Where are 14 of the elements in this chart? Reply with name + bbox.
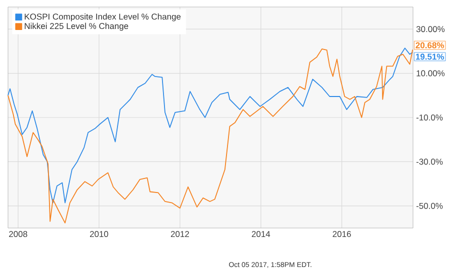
y-tick-label: 30.00% <box>416 26 445 32</box>
x-tick-label: 2010 <box>90 231 108 238</box>
annotation: 19.51% <box>416 54 444 60</box>
legend-label: KOSPI Composite Index Level % Change <box>24 13 181 22</box>
x-tick-label: 2014 <box>252 231 270 238</box>
x-tick-label: 2008 <box>9 231 28 238</box>
legend-label: Nikkei 225 Level % Change <box>24 22 128 31</box>
y-tick-label: -10.0% <box>416 114 443 120</box>
annotation: 20.68% <box>416 42 444 48</box>
x-tick-label: 2012 <box>170 231 189 238</box>
y-tick-label: 10.00% <box>416 70 445 76</box>
x-tick-label: 2016 <box>332 231 351 238</box>
y-tick-label: -50.0% <box>416 202 443 209</box>
y-tick-label: -30.0% <box>416 158 443 165</box>
